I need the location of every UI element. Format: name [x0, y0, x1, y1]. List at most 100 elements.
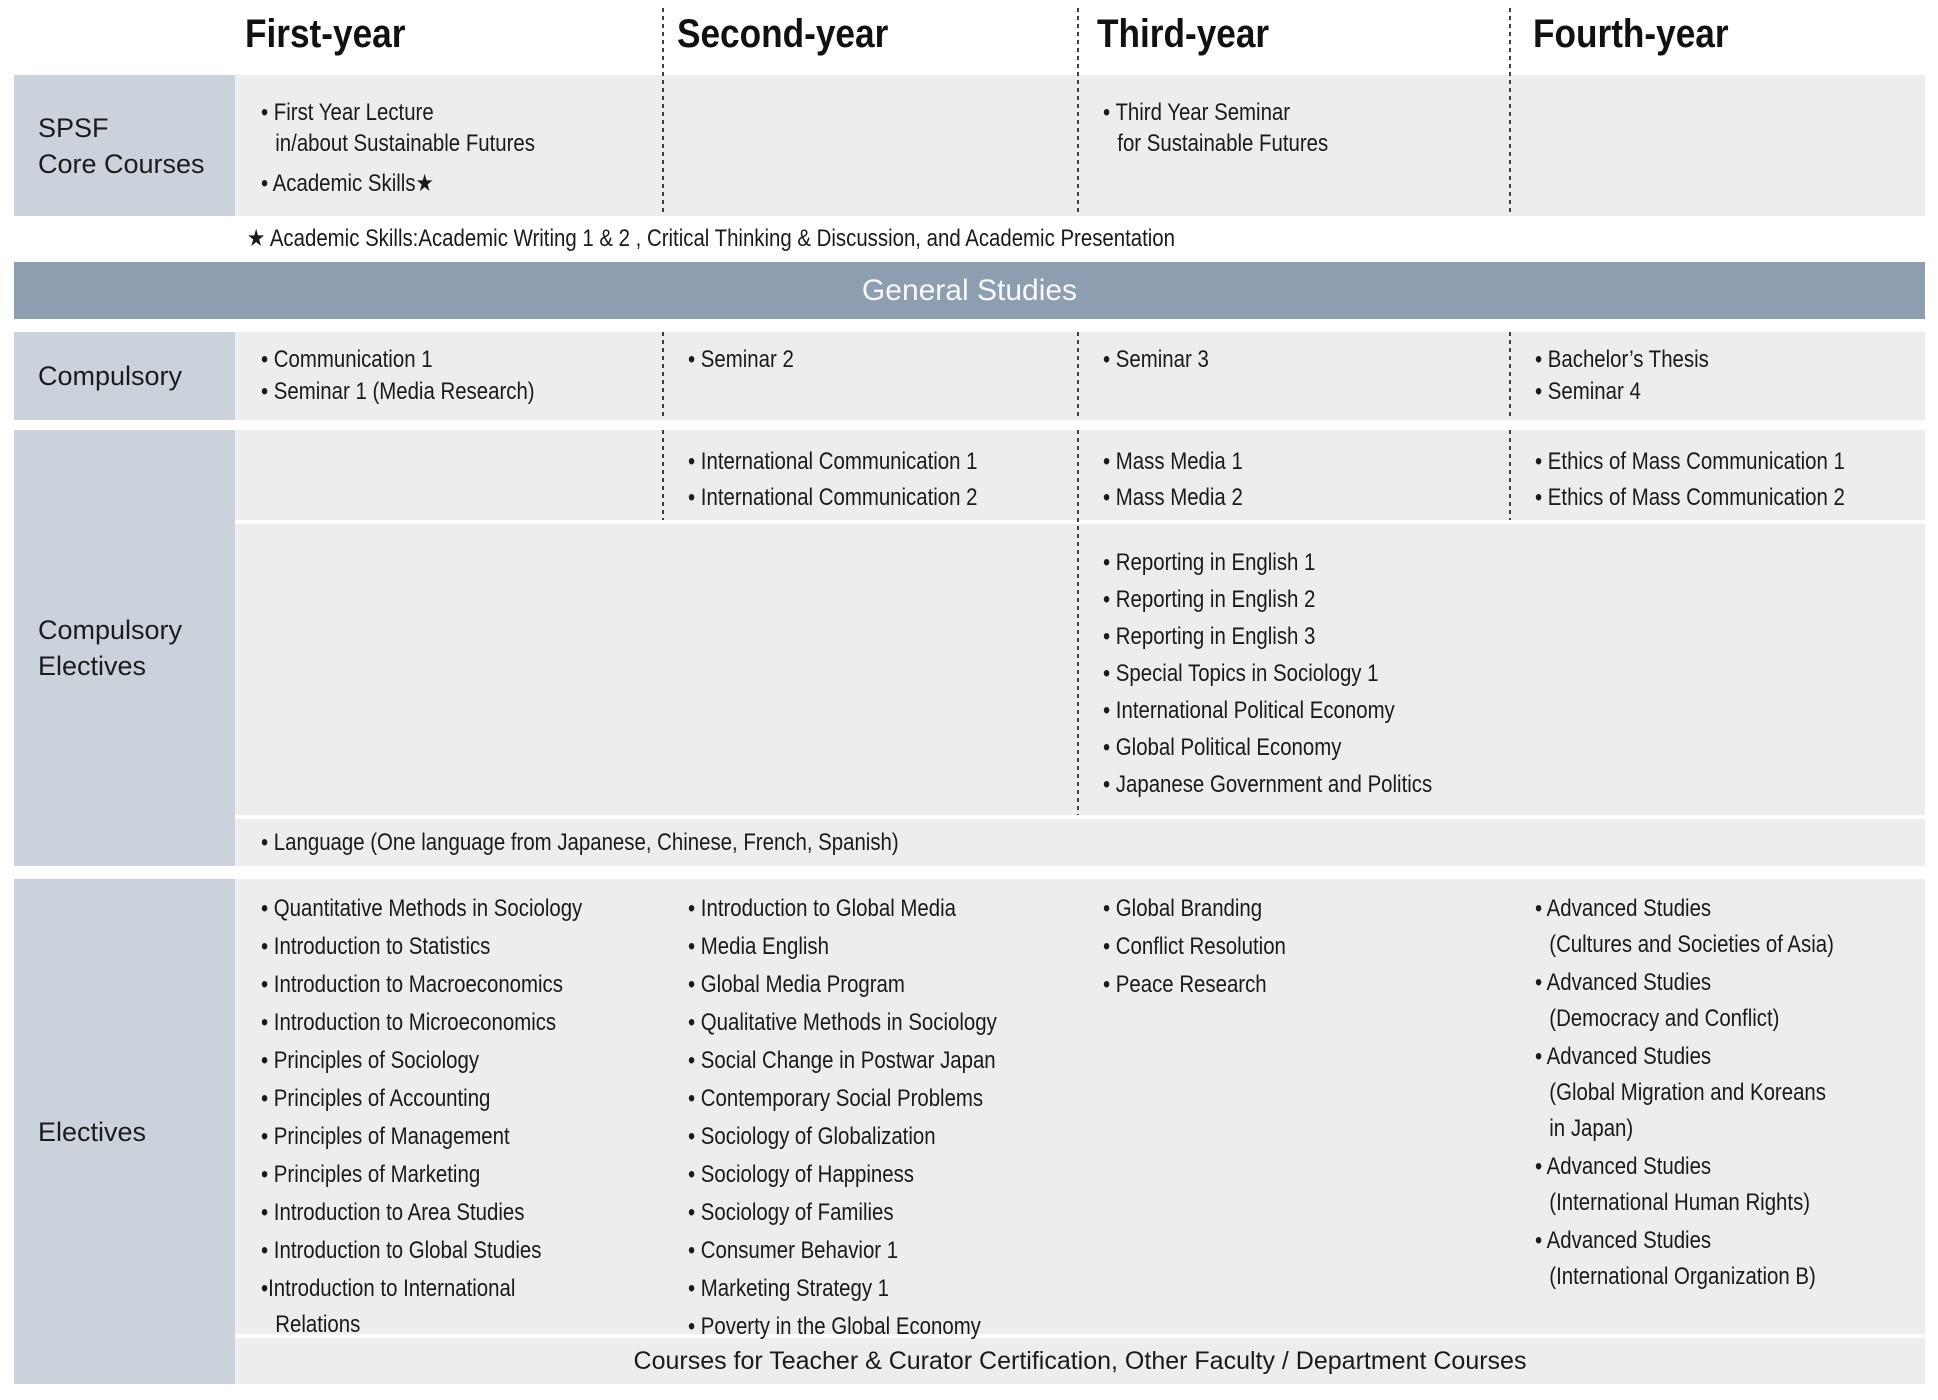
course-item: • International Communication 2 [688, 484, 978, 511]
compulsory-fourth-year-cell: • Bachelor’s Thesis • Seminar 4 [1509, 332, 1925, 420]
compulsory-second-year-cell: • Seminar 2 [662, 332, 1077, 420]
ce-middle-second-year-cell [662, 524, 1077, 815]
electives-row: Electives • Quantitative Methods in Soci… [14, 879, 1925, 1384]
course-item: • Introduction to Macroeconomics [261, 971, 563, 998]
course-item: • Peace Research [1103, 971, 1267, 998]
course-item: • Mass Media 1 [1103, 448, 1243, 475]
course-item: • Global Branding [1103, 895, 1263, 922]
spsf-row-content: • First Year Lecture in/about Sustainabl… [235, 75, 1925, 216]
ce-upper-second-year-cell: • International Communication 1 • Interna… [662, 430, 1077, 520]
electives-content: • Quantitative Methods in Sociology • Int… [235, 879, 1925, 1384]
compulsory-row: Compulsory • Communication 1 • Seminar 1 … [14, 332, 1925, 420]
course-item: • Third Year Seminar for Sustainable Fut… [1103, 99, 1329, 157]
spsf-core-courses-row: SPSF Core Courses • First Year Lecture i… [14, 75, 1925, 216]
column-divider [1077, 430, 1079, 815]
course-item: • Reporting in English 1 [1103, 549, 1316, 576]
row-separator [235, 520, 1925, 524]
compulsory-electives-upper-subrow: • International Communication 1 • Interna… [235, 430, 1925, 520]
electives-first-year-cell: • Quantitative Methods in Sociology • Int… [235, 879, 662, 1338]
course-item: • Sociology of Globalization [688, 1123, 936, 1150]
header-third-year-label: Third-year [1096, 12, 1269, 56]
row-label-compulsory: Compulsory [14, 332, 235, 420]
course-item: • Introduction to Area Studies [261, 1199, 525, 1226]
footnote-row: ★ Academic Skills:Academic Writing 1 & 2… [14, 216, 1938, 262]
course-item: • Reporting in English 2 [1103, 586, 1316, 613]
course-item: • Sociology of Happiness [688, 1161, 915, 1188]
certification-courses-band: Courses for Teacher & Curator Certificat… [235, 1338, 1925, 1384]
row-separator [235, 815, 1925, 819]
course-item: • Reporting in English 3 [1103, 623, 1316, 650]
row-label-compulsory-electives: Compulsory Electives [14, 430, 235, 866]
course-item: • Seminar 2 [688, 346, 794, 373]
column-divider [1077, 332, 1079, 420]
course-item: • Introduction to Microeconomics [261, 1009, 557, 1036]
course-item: • First Year Lecture in/about Sustainabl… [261, 99, 535, 157]
course-item: • Principles of Accounting [261, 1085, 491, 1112]
course-item: • Sociology of Families [688, 1199, 894, 1226]
course-item: • Advanced Studies (Global Migration and… [1535, 1043, 1826, 1142]
course-item: • Contemporary Social Problems [688, 1085, 984, 1112]
spsf-fourth-year-cell [1509, 75, 1925, 216]
electives-second-year-cell: • Introduction to Global Media • Media En… [662, 879, 1077, 1340]
course-item: • Marketing Strategy 1 [688, 1275, 890, 1302]
course-item: • Global Media Program [688, 971, 905, 998]
spsf-third-year-cell: • Third Year Seminar for Sustainable Fut… [1077, 75, 1509, 216]
header-first-year: First-year [229, 0, 661, 75]
column-divider [1077, 8, 1079, 216]
electives-third-year-cell: • Global Branding • Conflict Resolution • … [1077, 879, 1509, 1334]
header-fourth-year: Fourth-year [1517, 0, 1938, 75]
header-fourth-year-label: Fourth-year [1533, 12, 1729, 56]
course-item: • Principles of Management [261, 1123, 510, 1150]
course-item: • Introduction to Statistics [261, 933, 491, 960]
header-second-year: Second-year [661, 0, 1081, 75]
course-item: • Seminar 3 [1103, 346, 1209, 373]
compulsory-third-year-cell: • Seminar 3 [1077, 332, 1509, 420]
course-item: • Qualitative Methods in Sociology [688, 1009, 997, 1036]
compulsory-row-content: • Communication 1 • Seminar 1 (Media Rese… [235, 332, 1925, 420]
course-item: • Advanced Studies (International Human … [1535, 1153, 1811, 1216]
ce-upper-third-year-cell: • Mass Media 1 • Mass Media 2 [1077, 430, 1509, 520]
course-item: • Consumer Behavior 1 [688, 1237, 899, 1264]
ce-upper-fourth-year-cell: • Ethics of Mass Communication 1 • Ethics… [1509, 430, 1925, 520]
row-separator [235, 1334, 1925, 1338]
column-divider [662, 8, 664, 216]
course-item: • Advanced Studies (Democracy and Confli… [1535, 969, 1780, 1032]
course-item: • Global Political Economy [1103, 734, 1342, 761]
course-item: • Social Change in Postwar Japan [688, 1047, 996, 1074]
header-first-year-label: First-year [245, 12, 406, 56]
electives-course-lists: • Quantitative Methods in Sociology • Int… [235, 879, 1925, 1340]
year-header-row: First-year Second-year Third-year Fourth… [14, 0, 1938, 75]
course-item: •Introduction to International Relations [261, 1275, 516, 1338]
course-item: • Introduction to Global Media [688, 895, 956, 922]
course-item: • Special Topics in Sociology 1 [1103, 660, 1379, 687]
course-item: • Poverty in the Global Economy [688, 1313, 981, 1340]
header-third-year: Third-year [1081, 0, 1517, 75]
course-item: • Introduction to Global Studies [261, 1237, 542, 1264]
spsf-second-year-cell [662, 75, 1077, 216]
language-course-item: • Language (One language from Japanese, … [261, 829, 899, 856]
course-item: • Academic Skills★ [261, 170, 434, 197]
ce-middle-third-year-cell: • Reporting in English 1 • Reporting in E… [1077, 524, 1509, 815]
row-label-spsf-core-courses: SPSF Core Courses [14, 75, 235, 216]
column-divider [1509, 430, 1511, 520]
course-item: • Communication 1 [261, 346, 433, 373]
course-item: • Quantitative Methods in Sociology [261, 895, 583, 922]
course-item: • Japanese Government and Politics [1103, 771, 1433, 798]
course-item: • Advanced Studies (International Organi… [1535, 1227, 1816, 1290]
compulsory-electives-content: • International Communication 1 • Interna… [235, 430, 1925, 866]
language-subrow: • Language (One language from Japanese, … [235, 819, 1925, 866]
course-item: • International Communication 1 [688, 448, 978, 475]
header-label-spacer [14, 0, 229, 75]
academic-skills-footnote: ★ Academic Skills:Academic Writing 1 & 2… [247, 225, 1176, 252]
course-item: • Principles of Sociology [261, 1047, 480, 1074]
ce-middle-first-year-cell [235, 524, 662, 815]
column-divider [662, 332, 664, 420]
course-item: • Principles of Marketing [261, 1161, 481, 1188]
course-item: • Bachelor’s Thesis [1535, 346, 1709, 373]
spsf-first-year-cell: • First Year Lecture in/about Sustainabl… [235, 75, 662, 216]
compulsory-first-year-cell: • Communication 1 • Seminar 1 (Media Rese… [235, 332, 662, 420]
column-divider [662, 430, 664, 520]
course-item: • Ethics of Mass Communication 2 [1535, 484, 1845, 511]
general-studies-banner: General Studies [14, 262, 1925, 319]
ce-upper-first-year-cell [235, 430, 662, 520]
